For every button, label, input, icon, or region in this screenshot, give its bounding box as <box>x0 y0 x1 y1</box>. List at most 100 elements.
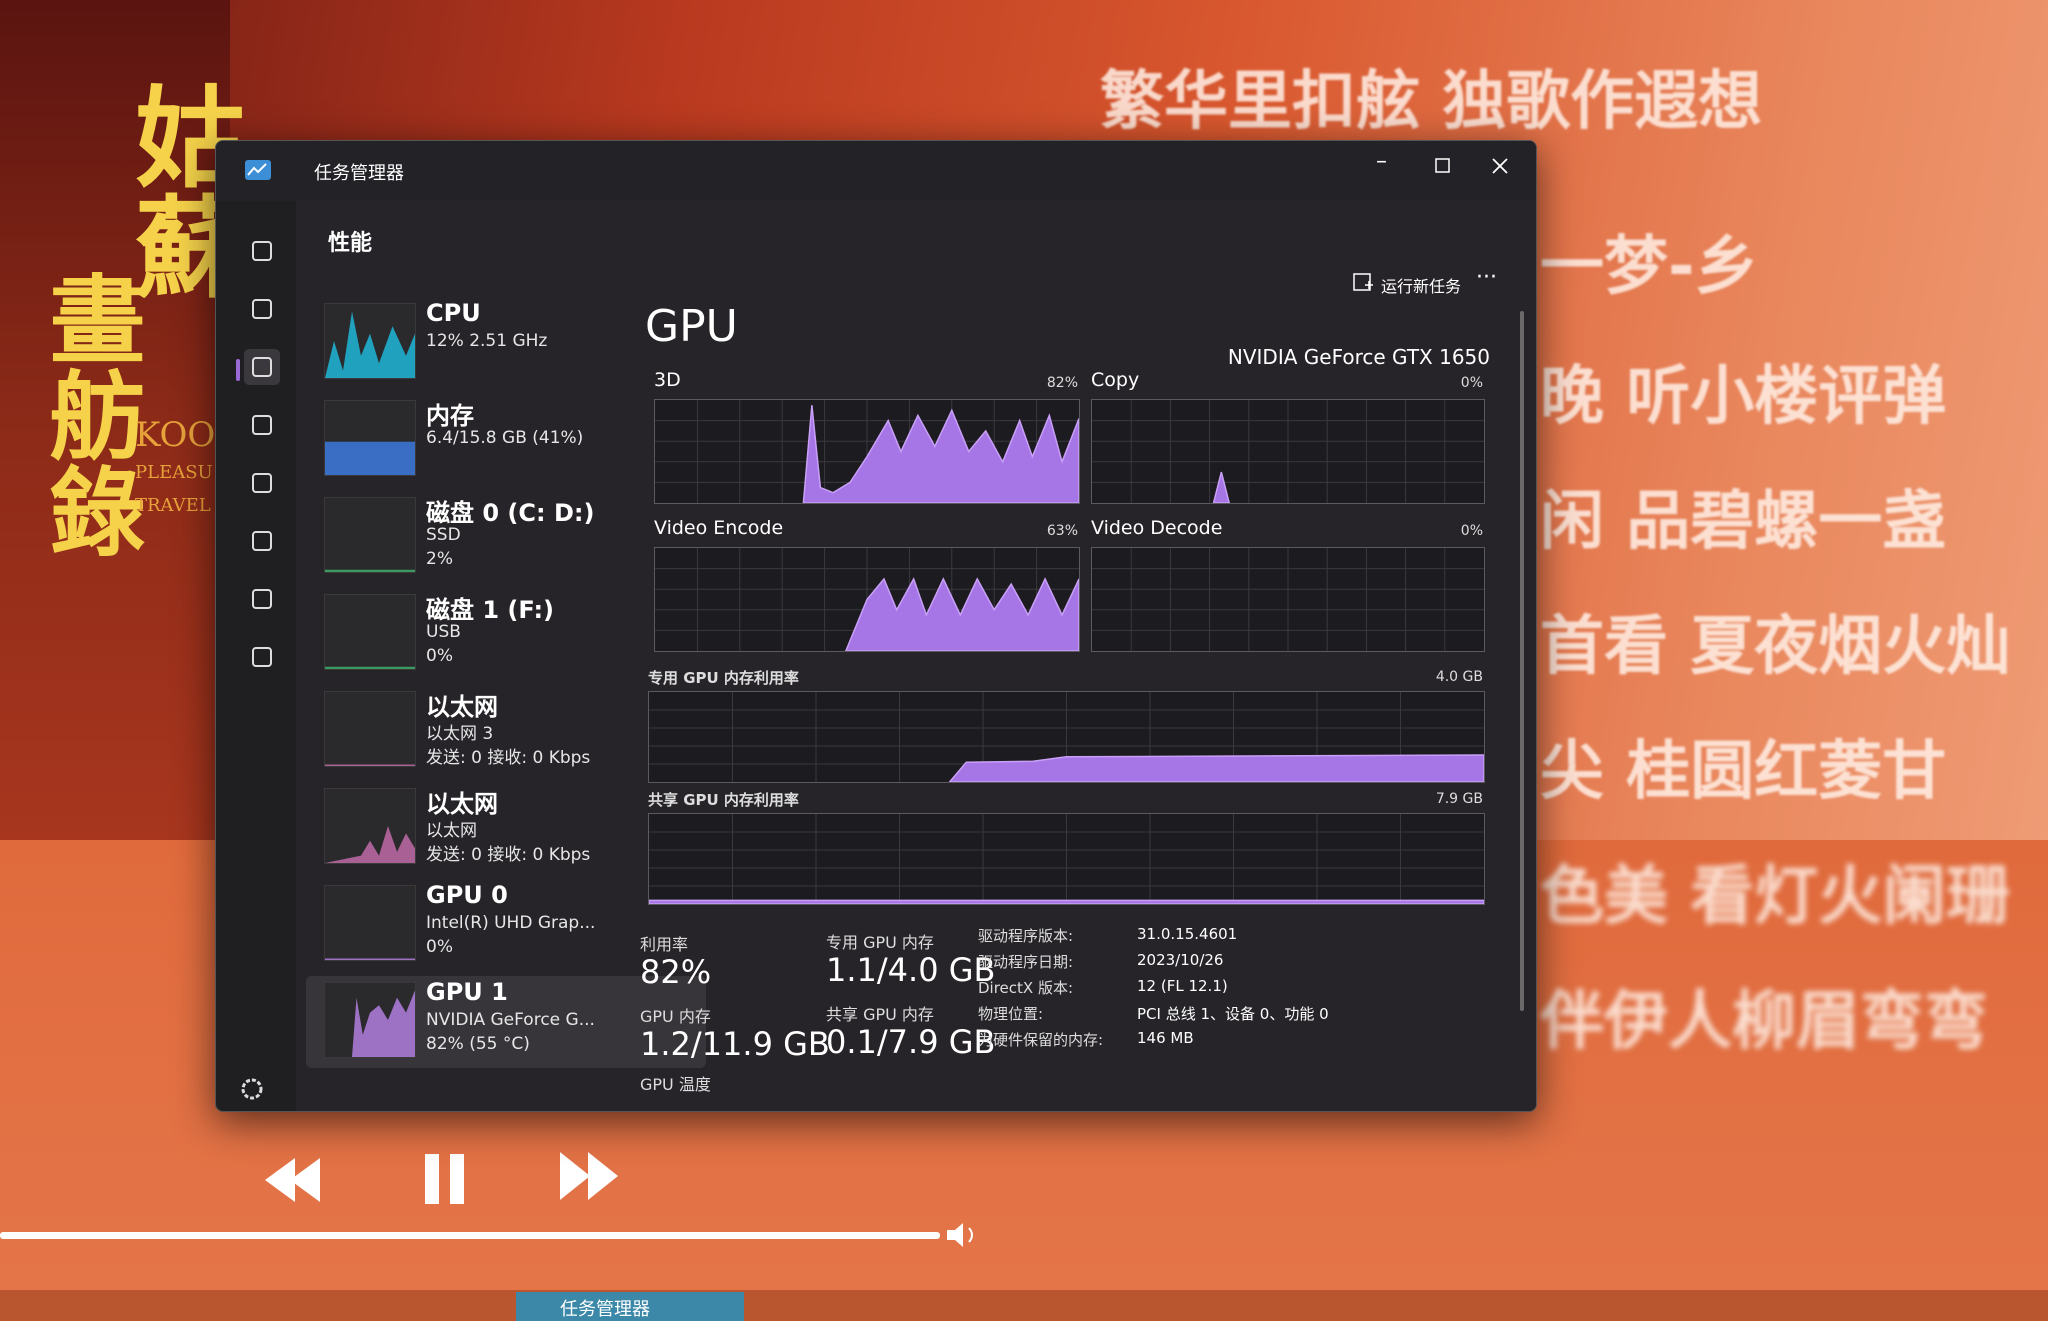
graph-value: 0% <box>1460 375 1483 391</box>
nav-icon[interactable] <box>244 291 280 327</box>
sidebar-item-detail: NVIDIA GeForce G... <box>426 1010 595 1030</box>
stat-value: 82% <box>640 953 712 991</box>
nav-glyph <box>252 299 272 319</box>
graph <box>1091 547 1485 652</box>
nav-icon[interactable] <box>244 349 280 385</box>
lyric-line: 首看 夏夜烟火灿 <box>1540 610 2011 684</box>
sidebar-item[interactable]: GPU 1 NVIDIA GeForce G... 82% (55 °C) <box>306 976 706 1068</box>
graph <box>648 691 1485 783</box>
more-button[interactable]: ··· <box>1476 265 1497 290</box>
nav-icon[interactable] <box>244 465 280 501</box>
property-key: DirectX 版本: <box>978 979 1074 997</box>
rewind-icon[interactable] <box>290 1158 320 1202</box>
sidebar-item[interactable]: 以太网 以太网 3 发送: 0 接收: 0 Kbps <box>306 685 706 777</box>
app-icon <box>245 160 271 180</box>
nav-icon[interactable] <box>244 233 280 269</box>
graph-canvas <box>1092 548 1484 651</box>
property-value: 2023/10/26 <box>1137 951 1224 969</box>
stat-value: 1.1/4.0 GB <box>826 951 996 989</box>
graph <box>1091 399 1485 504</box>
nav-icon[interactable] <box>244 639 280 675</box>
sidebar-item-detail: 0% <box>426 937 453 957</box>
taskbar-app-label: 任务管理器 <box>560 1299 650 1320</box>
run-task-icon[interactable] <box>1351 271 1375 295</box>
thumb-graph <box>325 990 415 1057</box>
sidebar-thumbnail <box>324 400 416 476</box>
sidebar-thumbnail <box>324 691 416 767</box>
graph-area <box>1212 471 1230 503</box>
nav-glyph <box>252 647 272 667</box>
settings-icon[interactable] <box>234 1071 270 1107</box>
run-new-task[interactable]: 运行新任务 <box>1381 277 1462 296</box>
graph-canvas <box>649 692 1484 782</box>
progress-bar[interactable] <box>0 1232 940 1239</box>
property-key: 驱动程序版本: <box>978 927 1074 945</box>
sidebar-item[interactable]: 内存 6.4/15.8 GB (41%) <box>306 394 706 486</box>
lyric-line: 尖 桂圆红菱甘 <box>1540 735 1947 809</box>
lyric-line: 闲 品碧螺一盏 <box>1540 485 1947 559</box>
rewind-icon-2[interactable] <box>265 1158 295 1202</box>
detail-title: GPU <box>645 301 738 352</box>
lyric-line: 色美 看灯火阑珊 <box>1540 860 2011 934</box>
sidebar-item[interactable]: GPU 0 Intel(R) UHD Grap... 0% <box>306 879 706 971</box>
album-text: TRAVEL <box>135 495 211 516</box>
lyric-line: 繁华里扣舷 独歌作遐想 <box>1100 65 1763 139</box>
scrollbar <box>1520 311 1524 1011</box>
memory-graph-label: 专用 GPU 内存利用率 <box>648 669 799 687</box>
maximize-button[interactable] <box>1434 157 1452 175</box>
sidebar-item-detail: USB <box>426 622 461 642</box>
memory-graph-max: 7.9 GB <box>1435 791 1483 807</box>
forward-icon-2[interactable] <box>588 1152 618 1200</box>
property-key: 物理位置: <box>978 1005 1044 1023</box>
stat-value: 1.2/11.9 GB <box>640 1025 830 1063</box>
stat-label: 专用 GPU 内存 <box>826 933 934 952</box>
forward-icon[interactable] <box>560 1152 590 1200</box>
sidebar-item-name: GPU 1 <box>426 978 508 1006</box>
close-button[interactable] <box>1491 157 1509 175</box>
graph <box>654 547 1080 652</box>
graph-canvas <box>1092 400 1484 503</box>
thumb-graph <box>325 666 415 669</box>
sidebar-item-detail: Intel(R) UHD Grap... <box>426 913 596 933</box>
album-text: KOO <box>135 415 216 455</box>
taskbar <box>0 1290 2048 1321</box>
sidebar-item[interactable]: 以太网 以太网 发送: 0 接收: 0 Kbps <box>306 782 706 874</box>
lyric-line: 一梦-乡 <box>1540 230 1759 304</box>
graph-canvas <box>655 400 1079 503</box>
task-manager-window: 任务管理器 – 性能 运行新任务 ··· CPU 12% 2.51 GHz 内存 6.… <box>215 140 1537 1112</box>
thumb-graph <box>325 764 415 766</box>
sidebar-item-name: 磁盘 0 (C: D:) <box>426 499 595 527</box>
sidebar-thumbnail <box>324 497 416 573</box>
album-text: PLEASU <box>135 462 213 483</box>
minimize-button[interactable]: – <box>1376 149 1387 174</box>
sidebar-item-name: CPU <box>426 299 481 327</box>
nav-icon[interactable] <box>244 523 280 559</box>
album-text: 畫舫錄 <box>33 270 146 558</box>
memory-graph-label: 共享 GPU 内存利用率 <box>648 791 799 809</box>
nav-icon[interactable] <box>244 407 280 443</box>
nav-glyph <box>252 241 272 261</box>
sidebar-thumbnail <box>324 303 416 379</box>
taskbar-app[interactable]: 任务管理器 <box>516 1292 744 1321</box>
sidebar-item[interactable]: 磁盘 0 (C: D:) SSD 2% <box>306 491 706 583</box>
sidebar-item[interactable]: 磁盘 1 (F:) USB 0% <box>306 588 706 680</box>
sidebar-item-detail: 以太网 3 <box>426 724 494 744</box>
nav-accent <box>236 359 240 381</box>
graph-label: Copy <box>1091 369 1140 391</box>
sidebar-item-detail: 2% <box>426 549 453 569</box>
sidebar-item-detail: 发送: 0 接收: 0 Kbps <box>426 845 591 865</box>
graph-area <box>802 405 1079 503</box>
nav-icon[interactable] <box>244 581 280 617</box>
pause-bar[interactable] <box>425 1154 439 1204</box>
sidebar-item[interactable]: CPU 12% 2.51 GHz <box>306 297 706 389</box>
sidebar-thumbnail <box>324 594 416 670</box>
sidebar-item-detail: 82% (55 °C) <box>426 1034 530 1054</box>
graph-canvas <box>655 548 1079 651</box>
property-value: PCI 总线 1、设备 0、功能 0 <box>1137 1005 1329 1023</box>
graph-label: Video Decode <box>1091 517 1223 539</box>
pause-bar[interactable] <box>450 1154 464 1204</box>
graph-area <box>649 899 1484 904</box>
player-controls <box>265 1152 618 1204</box>
sidebar-item-name: 内存 <box>426 402 474 430</box>
volume-icon[interactable] <box>945 1220 985 1250</box>
